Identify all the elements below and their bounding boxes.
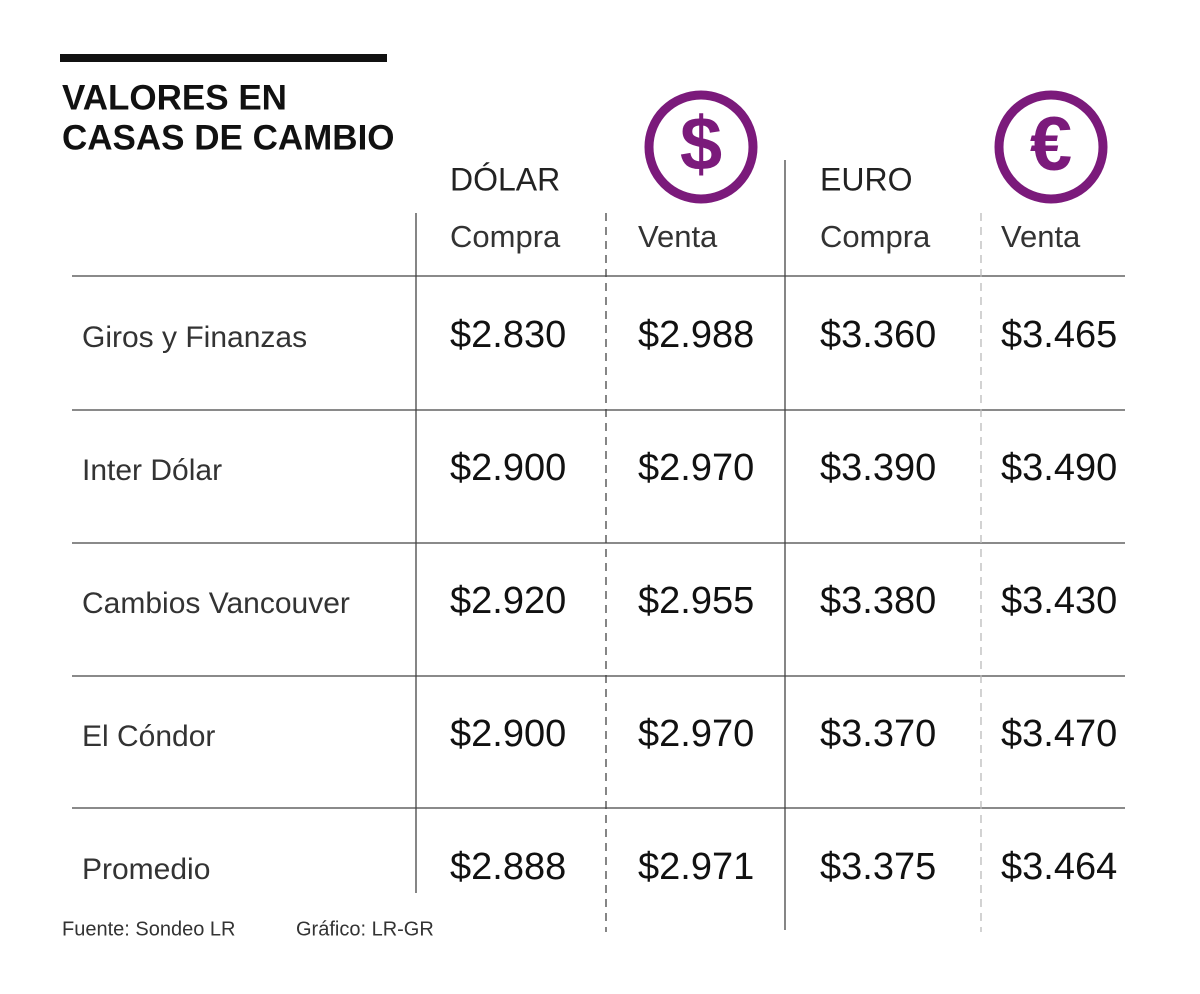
rate-value: $2.970	[638, 447, 754, 489]
rate-value: $2.900	[450, 447, 566, 489]
group-label: EURO	[820, 161, 912, 197]
row-name: El Cóndor	[82, 720, 215, 753]
rate-value: $3.380	[820, 580, 936, 622]
rate-value: $2.970	[638, 713, 754, 755]
rate-value: $3.430	[1001, 580, 1117, 622]
rate-value: $2.955	[638, 580, 754, 622]
rate-value: $2.971	[638, 846, 754, 888]
title-line: CASAS DE CAMBIO	[62, 118, 395, 157]
credit: Gráfico: LR-GR	[296, 918, 434, 940]
rate-value: $2.830	[450, 314, 566, 356]
row-name: Inter Dólar	[82, 454, 222, 487]
rate-value: $2.920	[450, 580, 566, 622]
row-name: Promedio	[82, 853, 210, 886]
rate-value: $3.375	[820, 846, 936, 888]
group-label: DÓLAR	[450, 161, 560, 197]
icon-circle	[994, 90, 1108, 204]
column-header: Venta	[638, 219, 718, 254]
rate-value: $3.464	[1001, 846, 1117, 888]
rate-value: $3.370	[820, 713, 936, 755]
title-line: VALORES EN	[62, 78, 287, 117]
rate-value: $3.490	[1001, 447, 1117, 489]
column-header: Compra	[450, 219, 561, 254]
row-name: Cambios Vancouver	[82, 587, 350, 620]
rate-value: $2.900	[450, 713, 566, 755]
rate-value: $3.360	[820, 314, 936, 356]
icon-circle	[644, 90, 758, 204]
rate-value: $3.465	[1001, 314, 1117, 356]
top-bar	[60, 54, 387, 62]
source: Fuente: Sondeo LR	[62, 918, 235, 940]
rate-value: $2.888	[450, 846, 566, 888]
column-header: Venta	[1001, 219, 1081, 254]
rate-value: $3.390	[820, 447, 936, 489]
currency-icon: €	[1030, 102, 1072, 187]
currency-icon: $	[680, 102, 722, 187]
column-header: Compra	[820, 219, 931, 254]
rate-value: $2.988	[638, 314, 754, 356]
rate-value: $3.470	[1001, 713, 1117, 755]
row-name: Giros y Finanzas	[82, 321, 307, 354]
